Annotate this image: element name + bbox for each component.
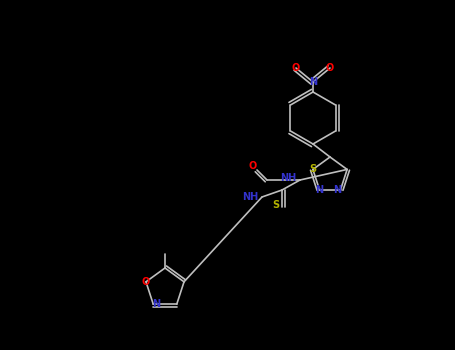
Text: NH: NH (242, 192, 258, 202)
Text: O: O (292, 63, 300, 73)
Text: S: S (273, 200, 279, 210)
Text: N: N (315, 184, 324, 195)
Text: N: N (309, 77, 317, 87)
Text: O: O (142, 277, 150, 287)
Text: O: O (326, 63, 334, 73)
Text: NH: NH (280, 173, 296, 183)
Text: O: O (249, 161, 257, 171)
Text: S: S (309, 164, 316, 174)
Text: N: N (334, 184, 342, 195)
Text: N: N (152, 299, 160, 309)
